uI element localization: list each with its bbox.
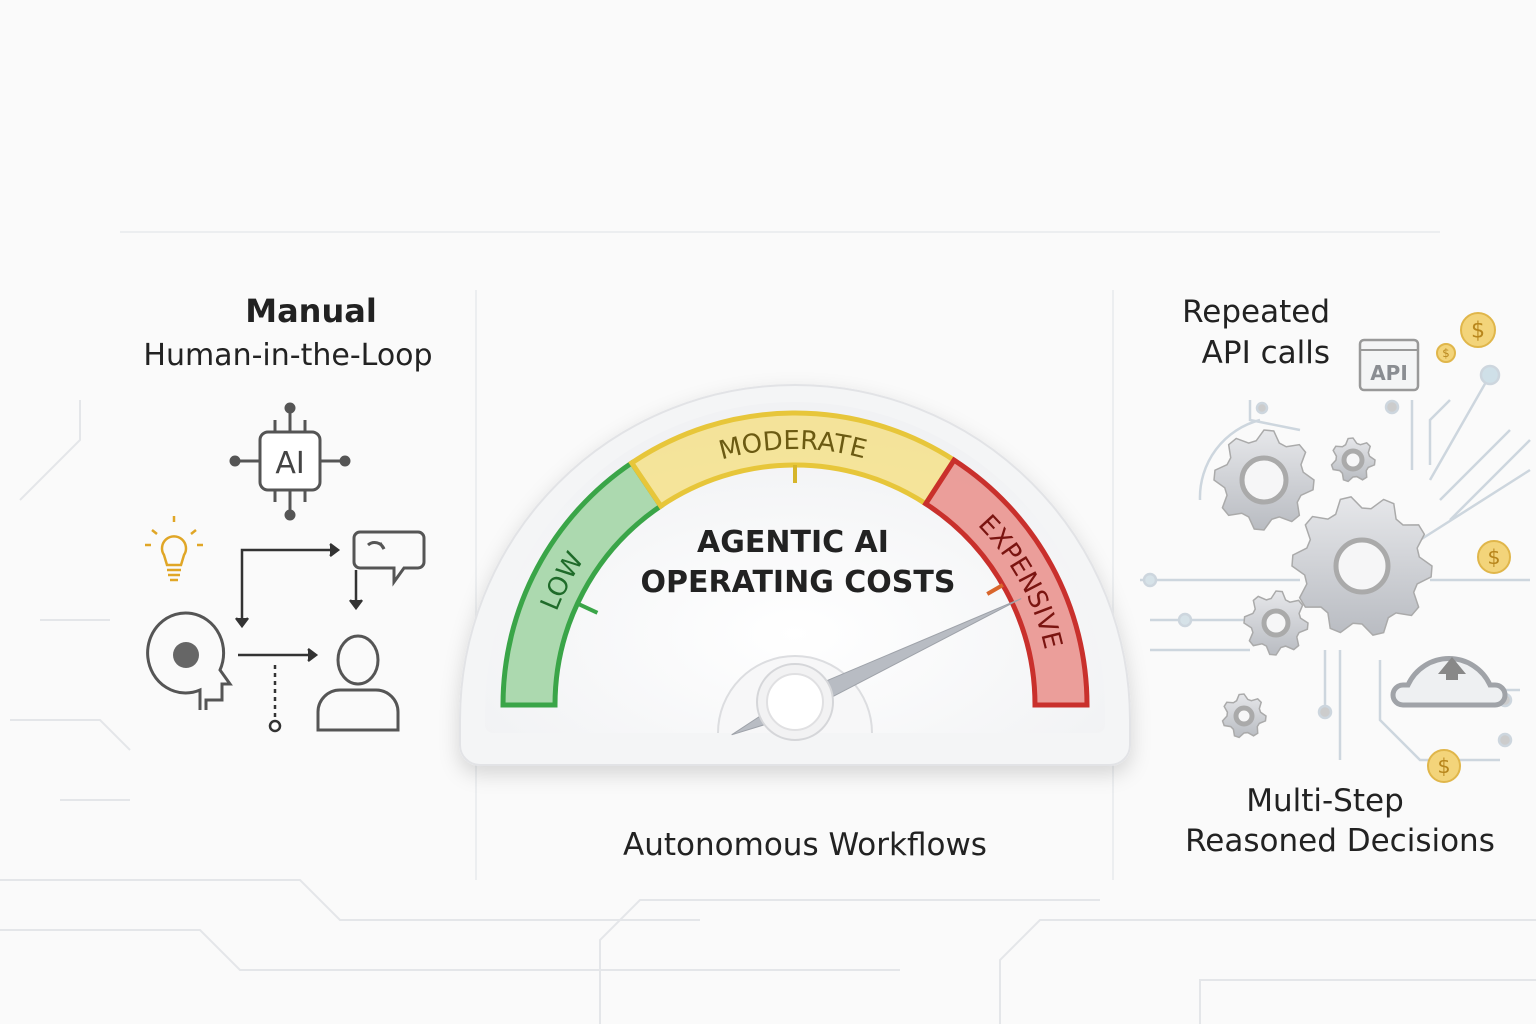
ai-chip-icon: AI <box>229 402 351 521</box>
dollar-coin-icon: $ <box>1427 749 1461 783</box>
api-window-icon: API <box>1358 338 1420 392</box>
svg-text:$: $ <box>1437 754 1450 778</box>
ai-chip-label: AI <box>275 446 304 481</box>
manual-subtitle: Human-in-the-Loop <box>143 338 432 373</box>
multi-step-line1: Multi-Step <box>1246 783 1404 819</box>
workflow-arrows <box>235 543 363 733</box>
api-panel: Repeated API calls API $ $ $ $ Multi-Step R… <box>1140 294 1531 859</box>
dollar-coin-icon: $ <box>1477 540 1511 574</box>
gauge-title-line2: OPERATING COSTS <box>641 565 956 600</box>
api-label: API <box>1370 361 1408 385</box>
needle-hub-cap <box>766 673 824 731</box>
lightbulb-icon <box>145 516 203 582</box>
human-head-brain-icon <box>146 611 233 710</box>
person-icon <box>316 634 400 732</box>
svg-text:$: $ <box>1487 545 1500 569</box>
chat-bubble-icon <box>352 530 426 587</box>
gauge-tick <box>576 601 599 615</box>
multi-step-line2: Reasoned Decisions <box>1185 823 1495 859</box>
manual-panel: Manual Human-in-the-Loop AI <box>143 292 433 733</box>
gears-icon <box>1213 429 1433 739</box>
dollar-coin-icon: $ <box>1436 343 1456 363</box>
cloud-upload-icon <box>1390 656 1508 708</box>
gauge-caption: Autonomous Workflows <box>623 827 987 863</box>
svg-text:$: $ <box>1471 318 1485 344</box>
svg-text:$: $ <box>1442 346 1449 360</box>
dollar-coin-icon: $ <box>1460 312 1496 348</box>
circuit-traces <box>1140 364 1531 762</box>
api-calls-line2: API calls <box>1202 335 1330 371</box>
manual-title: Manual <box>245 292 377 330</box>
gauge-title-line1: AGENTIC AI <box>697 525 889 560</box>
api-calls-line1: Repeated <box>1182 294 1330 330</box>
gauge-tick <box>986 583 1004 596</box>
gauge-zone-expensive <box>922 456 1090 708</box>
circuit-background <box>0 231 1536 1024</box>
